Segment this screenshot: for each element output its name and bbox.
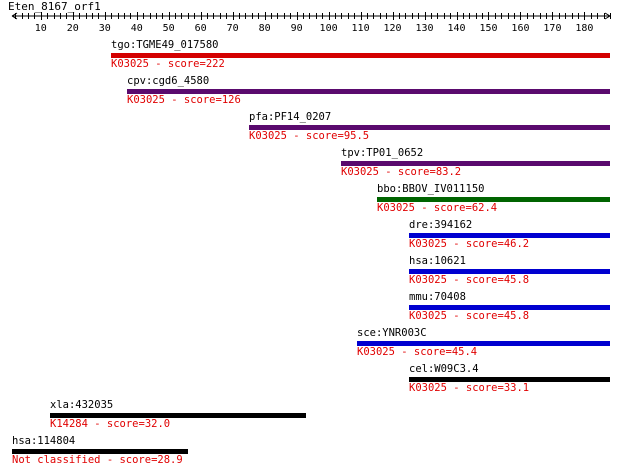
hit-alignment-bar[interactable]	[377, 197, 610, 202]
ruler-tick-label: 50	[163, 23, 175, 34]
hit-row[interactable]: bbo:BBOV_IV011150 K03025 - score=62.4	[377, 183, 610, 216]
ruler-tick-label: 30	[99, 23, 111, 34]
ruler-tick-label: 130	[415, 23, 433, 34]
hit-score-link[interactable]: K03025 - score=45.8	[409, 274, 530, 286]
hit-score-link[interactable]: Not classified - score=28.9	[12, 454, 183, 466]
hit-alignment-bar[interactable]	[249, 125, 610, 130]
hit-gene-link[interactable]: cel:W09C3.4	[409, 363, 479, 375]
hit-gene-link[interactable]: bbo:BBOV_IV011150	[377, 183, 485, 195]
hit-score-link[interactable]: K03025 - score=222	[111, 58, 225, 70]
hit-gene-link[interactable]: tpv:TP01_0652	[341, 147, 424, 159]
hit-alignment-bar[interactable]	[111, 53, 610, 58]
hit-gene-link[interactable]: hsa:114804	[12, 435, 76, 447]
ruler-right-arrow	[604, 12, 611, 20]
ruler-tick-label: 150	[479, 23, 497, 34]
hit-row[interactable]: hsa:10621 K03025 - score=45.8	[409, 255, 610, 288]
hit-score-link[interactable]: K03025 - score=62.4	[377, 202, 498, 214]
ruler-left-arrow	[11, 12, 18, 20]
hit-row[interactable]: hsa:114804 Not classified - score=28.9	[12, 435, 188, 468]
hit-row[interactable]: mmu:70408 K03025 - score=45.8	[409, 291, 610, 324]
hit-gene-link[interactable]: xla:432035	[50, 399, 114, 411]
hit-alignment-bar[interactable]	[12, 449, 188, 454]
ruler-tick-label: 60	[195, 23, 207, 34]
hit-row[interactable]: xla:432035 K14284 - score=32.0	[50, 399, 306, 432]
hit-score-link[interactable]: K03025 - score=45.4	[357, 346, 478, 358]
ruler-tick-label: 20	[67, 23, 79, 34]
ruler-tick-label: 110	[352, 23, 370, 34]
ruler-tick-label: 180	[575, 23, 593, 34]
hit-score-link[interactable]: K03025 - score=46.2	[409, 238, 530, 250]
hit-score-link[interactable]: K03025 - score=83.2	[341, 166, 462, 178]
hit-alignment-bar[interactable]	[50, 413, 306, 418]
hit-alignment-bar[interactable]	[409, 377, 610, 382]
hit-alignment-bar[interactable]	[409, 233, 610, 238]
hit-score-link[interactable]: K03025 - score=126	[127, 94, 241, 106]
sequence-ruler: 10 20 30 40 50 60 70 80 90 100 110 120 130 140 150 160 1…	[11, 12, 611, 34]
hit-score-link[interactable]: K03025 - score=33.1	[409, 382, 530, 394]
hit-row[interactable]: tgo:TGME49_017580 K03025 - score=222	[111, 39, 610, 72]
ruler-tick-label: 10	[35, 23, 47, 34]
hit-score-link[interactable]: K03025 - score=45.8	[409, 310, 530, 322]
ruler-tick-label: 160	[511, 23, 529, 34]
hit-gene-link[interactable]: hsa:10621	[409, 255, 466, 267]
hit-alignment-bar[interactable]	[341, 161, 610, 166]
hit-gene-link[interactable]: sce:YNR003C	[357, 327, 427, 339]
ruler-tick-label: 120	[384, 23, 402, 34]
hit-row[interactable]: sce:YNR003C K03025 - score=45.4	[357, 327, 610, 360]
hit-row[interactable]: cpv:cgd6_4580 K03025 - score=126	[127, 75, 610, 108]
query-title: Eten_8167_orf1	[8, 0, 101, 13]
hit-gene-link[interactable]: cpv:cgd6_4580	[127, 75, 210, 87]
hit-row[interactable]: dre:394162 K03025 - score=46.2	[409, 219, 610, 252]
ruler-tick-label: 40	[131, 23, 143, 34]
ruler-tick-label: 170	[543, 23, 561, 34]
hit-gene-link[interactable]: dre:394162	[409, 219, 473, 231]
hit-alignment-bar[interactable]	[409, 269, 610, 274]
ruler-tick-label: 140	[447, 23, 465, 34]
hit-gene-link[interactable]: mmu:70408	[409, 291, 466, 303]
hit-gene-link[interactable]: pfa:PF14_0207	[249, 111, 332, 123]
hit-alignment-bar[interactable]	[127, 89, 610, 94]
ruler-tick-label: 90	[291, 23, 303, 34]
hit-gene-link[interactable]: tgo:TGME49_017580	[111, 39, 219, 51]
hit-row[interactable]: pfa:PF14_0207 K03025 - score=95.5	[249, 111, 610, 144]
hit-row[interactable]: tpv:TP01_0652 K03025 - score=83.2	[341, 147, 610, 180]
hit-row[interactable]: cel:W09C3.4 K03025 - score=33.1	[409, 363, 610, 396]
ruler-tick-label: 80	[259, 23, 271, 34]
hit-alignment-bar[interactable]	[357, 341, 610, 346]
hit-alignment-bar[interactable]	[409, 305, 610, 310]
ruler-tick-label: 70	[227, 23, 239, 34]
ruler-tick-label: 100	[320, 23, 338, 34]
hit-score-link[interactable]: K03025 - score=95.5	[249, 130, 370, 142]
hit-score-link[interactable]: K14284 - score=32.0	[50, 418, 171, 430]
